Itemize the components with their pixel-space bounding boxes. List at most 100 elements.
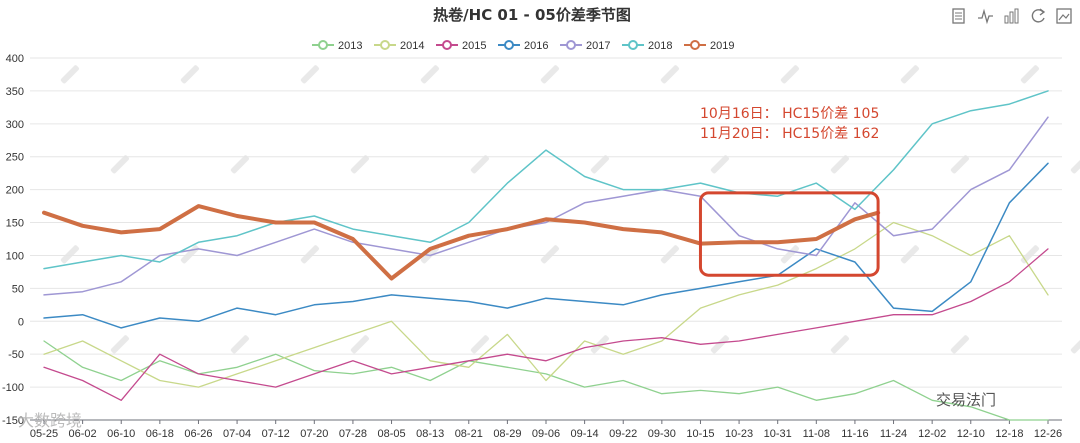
- legend-label: 2019: [710, 40, 734, 52]
- x-tick-label: 07-20: [300, 428, 328, 440]
- data-view-icon[interactable]: [952, 8, 965, 24]
- x-tick-label: 10-23: [725, 428, 753, 440]
- watermark-mark: [950, 335, 969, 354]
- legend-marker: [690, 40, 700, 50]
- watermark-mark: [300, 245, 319, 264]
- axes: 05-25 06-02 06-10 06-18 06-26 07-04 07-12 07-20…: [30, 419, 1062, 440]
- series-line-2016: [43, 162, 1049, 329]
- x-tick-label: 08-29: [493, 428, 521, 440]
- watermark-mark: [350, 335, 369, 354]
- watermark-mark: [60, 65, 79, 84]
- y-tick-label: 350: [6, 86, 24, 98]
- watermark-mark: [110, 335, 129, 354]
- legend: 2013 2014 2015 2016 2017 2018 2019: [312, 40, 734, 52]
- save-image-icon[interactable]: [1056, 8, 1072, 24]
- x-tick-label: 11-16: [841, 428, 868, 440]
- x-tick-label: 07-04: [223, 428, 251, 440]
- legend-item-2018[interactable]: 2018: [622, 40, 672, 52]
- annotation-text: 11月20日： HC15价差 162: [700, 126, 879, 142]
- watermark-mark: [1070, 155, 1080, 174]
- legend-item-2015[interactable]: 2015: [436, 40, 486, 52]
- legend-label: 2016: [524, 40, 548, 52]
- x-tick-label: 08-13: [416, 428, 444, 440]
- watermark-mark: [830, 155, 849, 174]
- watermark-mark: [780, 65, 799, 84]
- series-line-2015: [43, 248, 1049, 401]
- series-line-2013: [43, 340, 1049, 421]
- series-line-2014: [43, 221, 1049, 388]
- legend-label: 2017: [586, 40, 610, 52]
- x-tick-label: 11-24: [880, 428, 907, 440]
- watermark-mark: [470, 335, 489, 354]
- line-chart-icon[interactable]: [978, 8, 993, 25]
- watermark-mark: [350, 155, 369, 174]
- legend-marker: [380, 40, 390, 50]
- chart-title: 热卷/HC 01 - 05价差季节图: [433, 6, 631, 24]
- y-tick-label: 50: [12, 283, 24, 295]
- watermark-mark: [710, 155, 729, 174]
- legend-marker: [318, 40, 328, 50]
- legend-item-2013[interactable]: 2013: [312, 40, 362, 52]
- series-line-2019: [42, 204, 881, 281]
- series-line-2018: [43, 90, 1049, 270]
- watermark-mark: [1070, 335, 1080, 354]
- x-tick-label: 06-26: [184, 428, 212, 440]
- watermark-mark: [1020, 65, 1039, 84]
- x-tick-label: 12-02: [918, 428, 946, 440]
- watermark-mark: [540, 65, 559, 84]
- series-line-2017: [43, 116, 1049, 296]
- watermark-mark: [230, 335, 249, 354]
- x-tick-label: 09-30: [648, 428, 676, 440]
- annotation-layer: 10月16日： HC15价差 105 11月20日： HC15价差 162: [698, 106, 880, 277]
- watermark-bottom-right: 交易法门: [936, 391, 996, 409]
- legend-marker: [628, 40, 638, 50]
- x-tick-label: 12-18: [995, 428, 1023, 440]
- x-tick-label: 09-22: [609, 428, 637, 440]
- legend-item-2014[interactable]: 2014: [374, 40, 424, 52]
- y-tick-label: -100: [2, 382, 24, 394]
- watermark-mark: [710, 335, 729, 354]
- x-tick-label: 06-10: [107, 428, 135, 440]
- x-tick-label: 10-31: [764, 428, 792, 440]
- legend-item-2016[interactable]: 2016: [498, 40, 548, 52]
- y-tick-label: 300: [6, 119, 24, 131]
- watermark-mark: [780, 245, 799, 264]
- legend-label: 2018: [648, 40, 672, 52]
- watermark-mark: [60, 245, 79, 264]
- x-tick-label: 06-02: [69, 428, 97, 440]
- legend-marker: [504, 40, 514, 50]
- x-tick-label: 10-15: [686, 428, 714, 440]
- watermark-mark: [900, 65, 919, 84]
- watermark-bottom-left: 大数跨境: [18, 411, 82, 430]
- toolbar: [952, 8, 1072, 25]
- series-lines: [42, 90, 1049, 421]
- x-tick-label: 12-26: [1034, 428, 1062, 440]
- x-tick-label: 05-25: [30, 428, 58, 440]
- watermark-mark: [420, 65, 439, 84]
- y-tick-label: 400: [6, 53, 24, 65]
- y-tick-label: 100: [6, 250, 24, 262]
- x-tick-label: 08-21: [455, 428, 483, 440]
- y-tick-label: 0: [18, 316, 24, 328]
- watermark-mark: [590, 155, 609, 174]
- legend-marker: [442, 40, 452, 50]
- x-tick-label: 07-28: [339, 428, 367, 440]
- refresh-icon[interactable]: [1031, 8, 1046, 23]
- watermark-mark: [180, 65, 199, 84]
- watermark-mark: [420, 245, 439, 264]
- watermark-footer: 大数跨境 交易法门: [18, 391, 996, 430]
- bar-chart-icon[interactable]: [1004, 8, 1019, 24]
- watermark-mark: [900, 245, 919, 264]
- legend-label: 2014: [400, 40, 424, 52]
- y-tick-label: 200: [6, 185, 24, 197]
- watermark-mark: [230, 155, 249, 174]
- y-tick-label: -150: [2, 415, 24, 427]
- highlight-box: [698, 191, 880, 277]
- legend-label: 2015: [462, 40, 486, 52]
- legend-item-2019[interactable]: 2019: [684, 40, 734, 52]
- legend-item-2017[interactable]: 2017: [560, 40, 610, 52]
- legend-label: 2013: [338, 40, 362, 52]
- x-tick-label: 12-10: [957, 428, 985, 440]
- watermark-layer: [60, 65, 1080, 354]
